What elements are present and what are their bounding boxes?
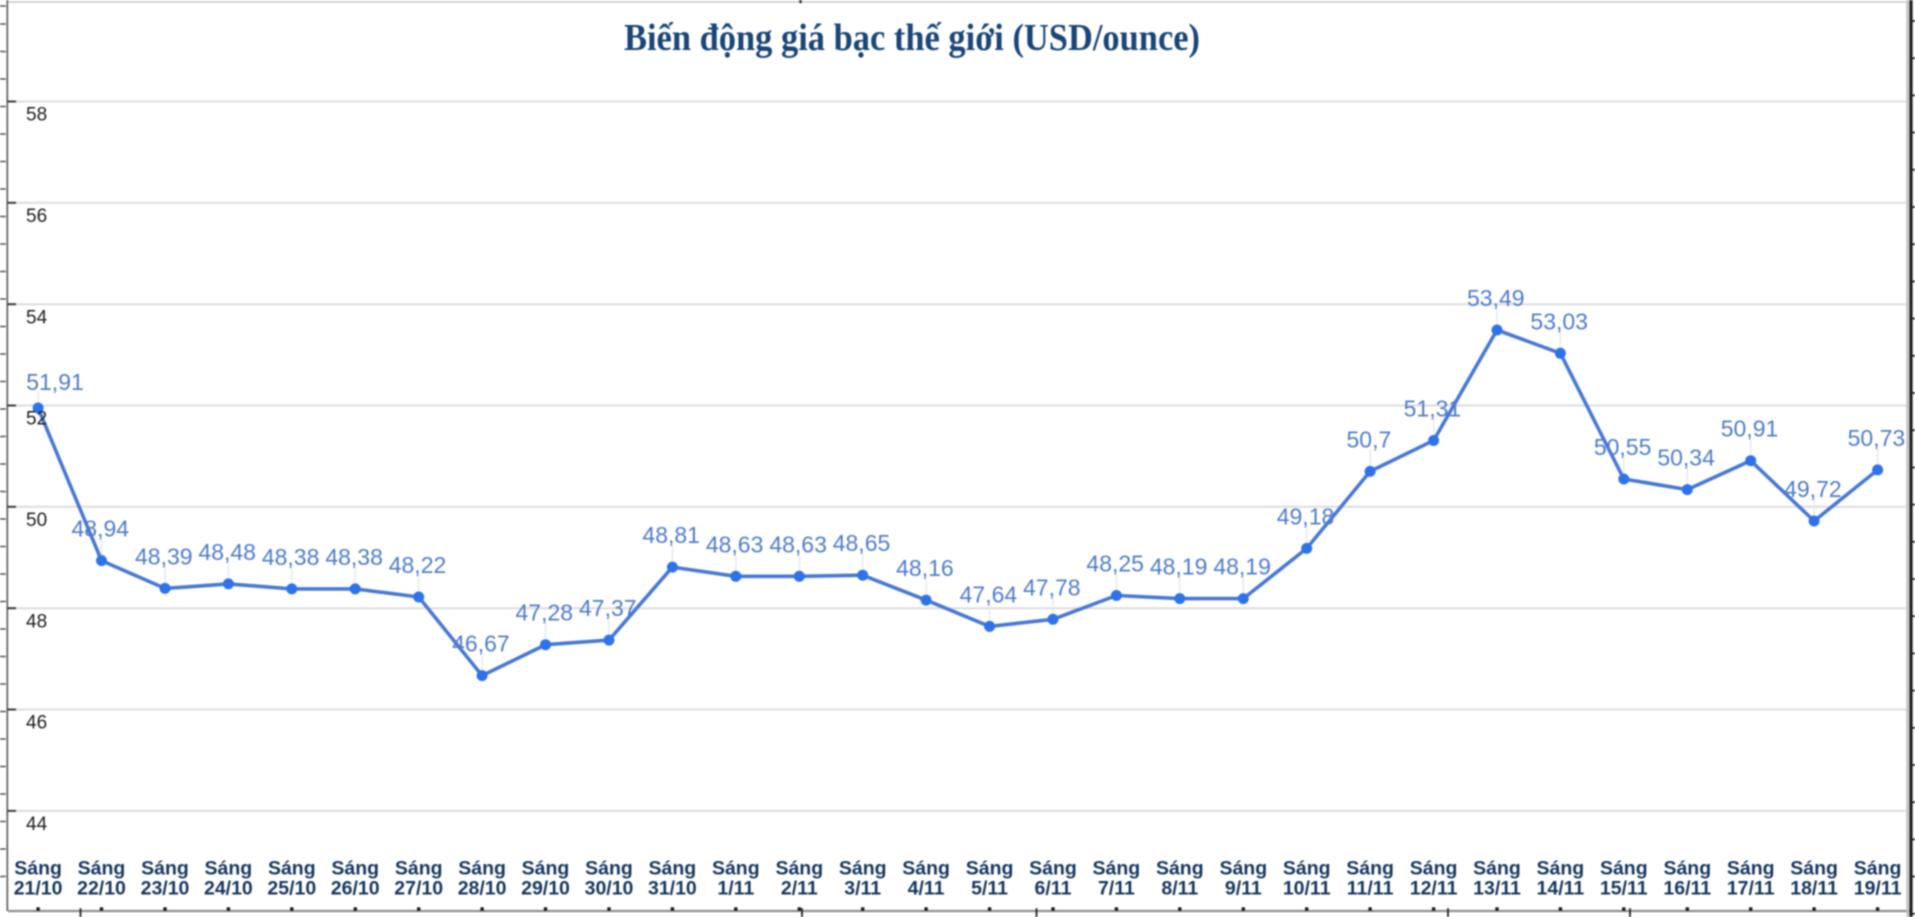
- svg-text:Sáng: Sáng: [1854, 857, 1902, 879]
- svg-text:16/11: 16/11: [1663, 877, 1711, 899]
- svg-text:49,72: 49,72: [1784, 476, 1842, 502]
- svg-text:Sáng: Sáng: [1410, 857, 1458, 879]
- svg-text:28/10: 28/10: [458, 877, 507, 899]
- svg-text:Sáng: Sáng: [839, 857, 887, 879]
- svg-text:21/10: 21/10: [14, 877, 63, 899]
- svg-text:Sáng: Sáng: [775, 857, 823, 879]
- svg-text:48,19: 48,19: [1150, 554, 1208, 580]
- svg-text:14/11: 14/11: [1537, 877, 1585, 899]
- svg-text:48,25: 48,25: [1086, 551, 1144, 577]
- svg-text:Sáng: Sáng: [1346, 857, 1394, 879]
- svg-text:47,78: 47,78: [1023, 574, 1081, 600]
- svg-text:Sáng: Sáng: [1537, 857, 1585, 879]
- svg-text:51,31: 51,31: [1404, 396, 1462, 422]
- svg-text:29/10: 29/10: [521, 877, 570, 899]
- svg-text:48,16: 48,16: [896, 555, 954, 581]
- svg-text:19/11: 19/11: [1854, 877, 1902, 899]
- svg-text:Sáng: Sáng: [1727, 857, 1775, 879]
- svg-text:Sáng: Sáng: [205, 857, 253, 879]
- svg-text:47,37: 47,37: [579, 595, 637, 621]
- svg-text:8/11: 8/11: [1161, 877, 1198, 899]
- svg-text:26/10: 26/10: [331, 877, 380, 899]
- svg-text:58: 58: [26, 105, 47, 126]
- svg-text:Sáng: Sáng: [268, 857, 316, 879]
- svg-text:Sáng: Sáng: [966, 857, 1014, 879]
- svg-text:Sáng: Sáng: [902, 857, 950, 879]
- svg-text:Sáng: Sáng: [395, 857, 443, 879]
- svg-text:Sáng: Sáng: [331, 857, 379, 879]
- svg-text:50,7: 50,7: [1347, 426, 1392, 452]
- svg-text:22/10: 22/10: [77, 877, 126, 899]
- svg-text:54: 54: [26, 307, 48, 328]
- svg-text:5/11: 5/11: [971, 877, 1008, 899]
- svg-text:52: 52: [26, 409, 47, 430]
- svg-text:25/10: 25/10: [267, 877, 316, 899]
- svg-text:Sáng: Sáng: [1093, 857, 1141, 879]
- svg-text:Sáng: Sáng: [585, 857, 633, 879]
- svg-text:Sáng: Sáng: [1219, 857, 1267, 879]
- svg-text:48,22: 48,22: [389, 552, 447, 578]
- svg-text:Sáng: Sáng: [1029, 857, 1077, 879]
- svg-text:12/11: 12/11: [1410, 877, 1458, 899]
- svg-text:10/11: 10/11: [1283, 877, 1331, 899]
- svg-text:13/11: 13/11: [1473, 877, 1521, 899]
- svg-text:48,38: 48,38: [262, 544, 320, 570]
- svg-text:44: 44: [26, 814, 48, 835]
- svg-text:Sáng: Sáng: [1600, 857, 1648, 879]
- svg-text:Sáng: Sáng: [1473, 857, 1521, 879]
- svg-text:11/11: 11/11: [1347, 877, 1394, 899]
- svg-text:50,73: 50,73: [1848, 425, 1906, 451]
- svg-text:Sáng: Sáng: [1156, 857, 1204, 879]
- svg-text:15/11: 15/11: [1600, 877, 1648, 899]
- svg-text:Sáng: Sáng: [1283, 857, 1331, 879]
- svg-text:27/10: 27/10: [394, 877, 443, 899]
- svg-text:Sáng: Sáng: [78, 857, 126, 879]
- svg-text:48,81: 48,81: [642, 522, 700, 548]
- svg-text:3/11: 3/11: [844, 877, 881, 899]
- svg-text:50,55: 50,55: [1594, 434, 1652, 460]
- svg-text:56: 56: [26, 206, 47, 227]
- svg-text:Sáng: Sáng: [522, 857, 570, 879]
- svg-text:50: 50: [26, 510, 47, 531]
- svg-text:Sáng: Sáng: [1663, 857, 1711, 879]
- svg-text:Sáng: Sáng: [649, 857, 697, 879]
- svg-text:53,03: 53,03: [1530, 308, 1588, 334]
- svg-text:4/11: 4/11: [908, 877, 945, 899]
- svg-text:48,63: 48,63: [706, 531, 764, 557]
- svg-text:46: 46: [26, 713, 47, 734]
- svg-text:23/10: 23/10: [141, 877, 190, 899]
- svg-text:51,91: 51,91: [26, 369, 84, 395]
- svg-text:24/10: 24/10: [204, 877, 253, 899]
- svg-text:48,48: 48,48: [198, 539, 256, 565]
- svg-text:Sáng: Sáng: [712, 857, 760, 879]
- svg-text:53,49: 53,49: [1467, 285, 1525, 311]
- svg-text:2/11: 2/11: [781, 877, 818, 899]
- svg-text:46,67: 46,67: [452, 631, 510, 657]
- svg-text:48,38: 48,38: [325, 544, 383, 570]
- svg-text:31/10: 31/10: [648, 877, 697, 899]
- svg-text:50,91: 50,91: [1721, 416, 1779, 442]
- svg-text:Sáng: Sáng: [141, 857, 189, 879]
- svg-text:17/11: 17/11: [1727, 877, 1775, 899]
- svg-text:9/11: 9/11: [1225, 877, 1262, 899]
- svg-text:48,63: 48,63: [769, 531, 827, 557]
- svg-text:7/11: 7/11: [1098, 877, 1135, 899]
- svg-text:1/11: 1/11: [717, 877, 754, 899]
- svg-text:48,19: 48,19: [1213, 554, 1271, 580]
- svg-text:48: 48: [26, 611, 47, 632]
- svg-text:48,65: 48,65: [833, 530, 891, 556]
- svg-text:Biến động giá bạc thế giới (US: Biến động giá bạc thế giới (USD/ounce): [624, 17, 1200, 59]
- svg-text:18/11: 18/11: [1790, 877, 1838, 899]
- svg-text:47,28: 47,28: [516, 600, 574, 626]
- svg-text:Sáng: Sáng: [14, 857, 62, 879]
- svg-text:47,64: 47,64: [960, 581, 1018, 607]
- svg-text:Sáng: Sáng: [1790, 857, 1838, 879]
- svg-text:50,34: 50,34: [1657, 445, 1715, 471]
- svg-text:Sáng: Sáng: [458, 857, 506, 879]
- svg-text:49,18: 49,18: [1277, 503, 1335, 529]
- svg-text:6/11: 6/11: [1035, 877, 1072, 899]
- svg-text:30/10: 30/10: [585, 877, 634, 899]
- svg-text:48,39: 48,39: [135, 543, 193, 569]
- svg-text:48,94: 48,94: [72, 516, 130, 542]
